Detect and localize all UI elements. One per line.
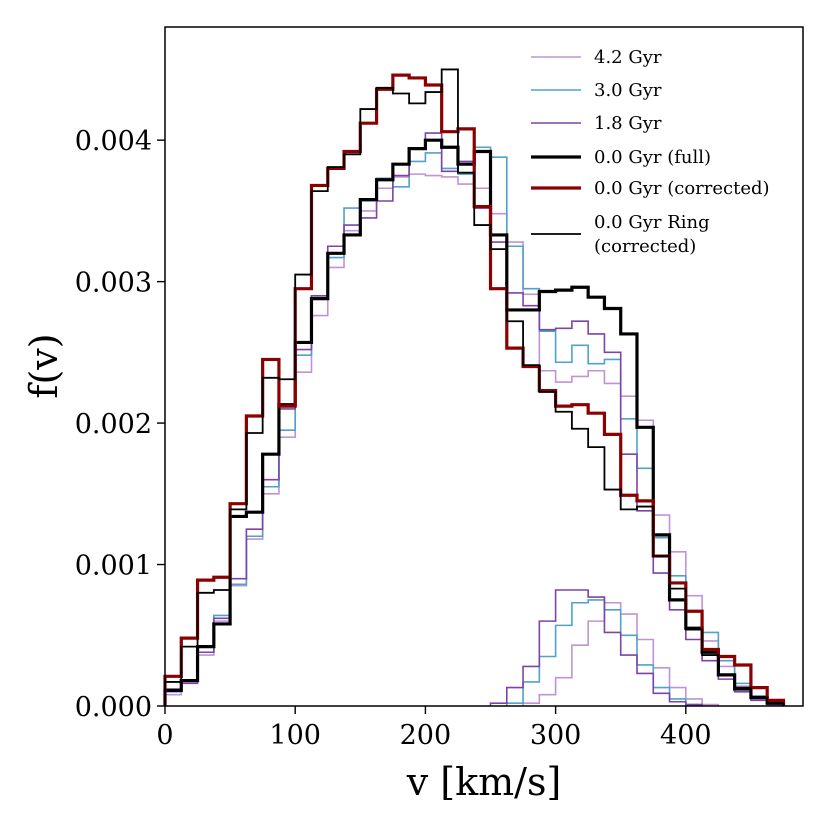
- legend-label-0-0-gyr-ring-line2: (corrected): [594, 236, 696, 257]
- x-tick-label: 300: [530, 720, 582, 751]
- x-tick-label: 400: [660, 720, 712, 751]
- x-axis-label: v [km/s]: [406, 760, 562, 804]
- legend-label-1-8-gyr: 1.8 Gyr: [594, 113, 662, 134]
- legend-label-0-0-gyr-ring: 0.0 Gyr Ring: [594, 212, 710, 233]
- y-tick-label: 0.003: [75, 268, 152, 299]
- y-axis-label: f(v): [22, 333, 66, 398]
- legend: 4.2 Gyr 3.0 Gyr 1.8 Gyr 0.0 Gyr (full) 0.0 G…: [531, 47, 770, 257]
- ticks-layer: 0 100 200 300 400 0.000 0.001 0.002 0.003 0.004: [75, 126, 712, 751]
- legend-label-4-2-gyr: 4.2 Gyr: [594, 47, 662, 68]
- legend-label-3-0-gyr: 3.0 Gyr: [594, 80, 662, 101]
- y-tick-label: 0.004: [75, 126, 152, 157]
- series-4-2-gyr-secondary: [522, 601, 720, 706]
- legend-label-0-0-gyr-full: 0.0 Gyr (full): [594, 147, 711, 168]
- series-0-0-gyr-ring-corrected-main: [164, 68, 785, 706]
- y-tick-label: 0.002: [75, 409, 152, 440]
- y-tick-label: 0.000: [75, 692, 152, 723]
- series-layer: [163, 68, 786, 706]
- plot-frame: [164, 26, 804, 707]
- x-tick-label: 0: [156, 720, 173, 751]
- legend-label-0-0-gyr-corrected: 0.0 Gyr (corrected): [594, 178, 770, 199]
- series-1-8-gyr-secondary: [489, 589, 703, 706]
- y-tick-label: 0.001: [75, 551, 152, 582]
- series-0-0-gyr-corrected-main: [163, 73, 786, 706]
- x-tick-label: 200: [400, 720, 452, 751]
- x-tick-label: 100: [269, 720, 321, 751]
